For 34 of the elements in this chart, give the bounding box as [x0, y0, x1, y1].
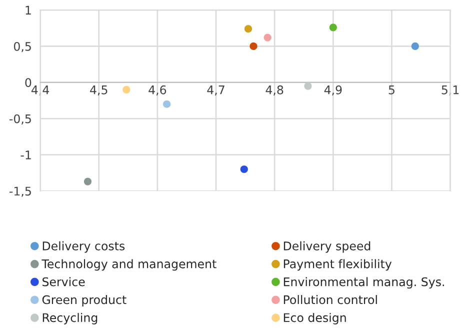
point — [250, 42, 258, 50]
x-tick-label: 4,7 — [207, 86, 224, 96]
point — [264, 34, 272, 42]
legend-label: Delivery speed — [284, 241, 370, 253]
x-tick-label: 5 — [388, 86, 394, 94]
point — [411, 42, 419, 50]
point — [304, 82, 312, 90]
y-tick-label: -0,5 — [10, 114, 31, 124]
x-tick-label: 4,5 — [90, 86, 108, 96]
legend-label: Payment flexibility — [284, 259, 392, 271]
y-tick-label: 0,5 — [14, 42, 31, 52]
legend-label: Delivery costs — [42, 241, 125, 253]
legend-label: Green product — [42, 295, 126, 306]
y-tick-label: -1 — [20, 150, 31, 160]
legend-label: Recycling — [42, 312, 98, 324]
point — [244, 25, 252, 33]
legend-label: Eco design — [284, 312, 346, 324]
x-tick-label: 4,6 — [148, 85, 166, 96]
point — [122, 86, 130, 94]
x-tick-label: 4,9 — [324, 85, 342, 96]
point — [329, 24, 337, 32]
x-tick-label: 4,8 — [266, 85, 284, 96]
legend-label: Technology and management — [42, 259, 216, 271]
point — [84, 178, 92, 186]
point — [163, 100, 171, 108]
legend-label: Environmental manag. Sys. — [284, 277, 444, 289]
point — [240, 165, 248, 174]
y-tick-label: -1,5 — [10, 186, 31, 197]
legend-label: Service — [42, 277, 85, 286]
x-tick-label: 4,4 — [31, 86, 50, 96]
y-tick-label: 0 — [25, 78, 32, 88]
x-tick-label: 5,1 — [442, 86, 459, 96]
legend-label: Pollution control — [284, 295, 377, 304]
y-tick-label: 1 — [26, 6, 31, 15]
